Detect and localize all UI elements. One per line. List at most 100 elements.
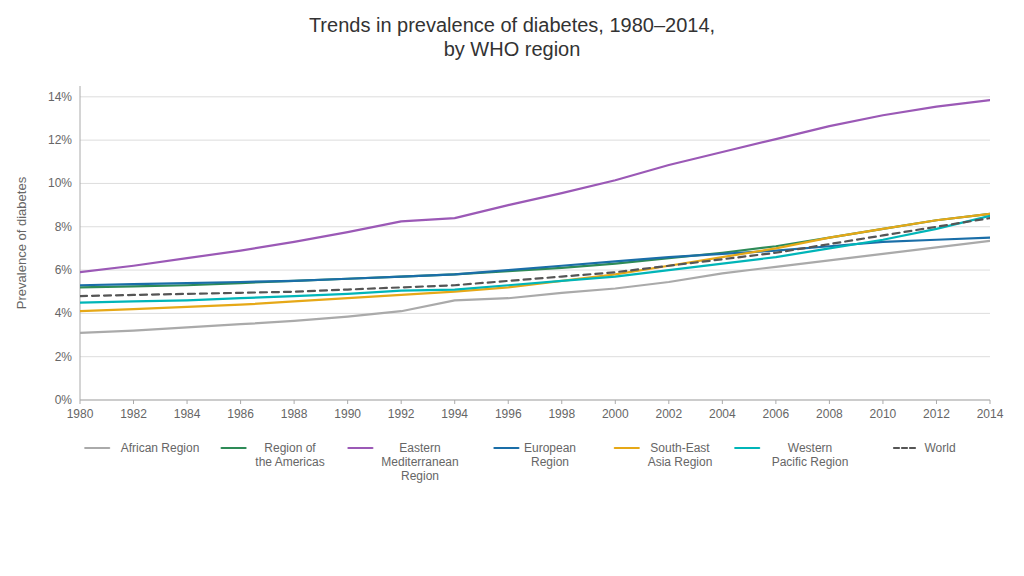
text-line: Pacific Region — [772, 455, 849, 469]
x-tick-label: 2010 — [870, 407, 897, 421]
x-tick-label: 1998 — [548, 407, 575, 421]
text-line: the Americas — [255, 455, 324, 469]
x-tick-label: 1992 — [388, 407, 415, 421]
series-line — [80, 218, 990, 296]
legend-label: African Region — [121, 441, 200, 455]
legend-item: World — [894, 441, 956, 455]
x-tick-label: 1984 — [174, 407, 201, 421]
x-tick-label: 1982 — [120, 407, 147, 421]
x-tick-label: 1990 — [334, 407, 361, 421]
grid-line — [80, 183, 990, 184]
y-tick-label: 6% — [55, 263, 73, 277]
x-tick-label: 2002 — [655, 407, 682, 421]
x-tick-label: 2014 — [977, 407, 1004, 421]
legend-item: South-EastAsia Region — [615, 441, 713, 469]
legend-swatch — [85, 447, 109, 449]
x-tick-label: 1988 — [281, 407, 308, 421]
legend-label: World — [924, 441, 955, 455]
x-tick — [829, 400, 830, 404]
y-tick-label: 12% — [48, 133, 72, 147]
x-tick — [936, 400, 937, 404]
series-line — [80, 214, 990, 288]
text-line: European — [524, 441, 576, 455]
x-tick-label: 2004 — [709, 407, 736, 421]
y-tick-label: 4% — [55, 306, 73, 320]
x-tick-label: 1986 — [227, 407, 254, 421]
legend-item: WesternPacific Region — [735, 441, 848, 469]
x-tick — [990, 400, 991, 404]
chart: Trends in prevalence of diabetes, 1980–2… — [0, 0, 1024, 576]
text-line: by WHO region — [444, 38, 581, 60]
grid-line — [80, 226, 990, 227]
series-line — [80, 216, 990, 303]
y-tick-label: 14% — [48, 90, 72, 104]
text-line: World — [924, 441, 955, 455]
legend-swatch — [494, 447, 518, 449]
text-line: Western — [788, 441, 832, 455]
legend-swatch — [615, 447, 639, 449]
grid-line — [80, 313, 990, 314]
text-line: Region — [401, 469, 439, 483]
legend-label: Region ofthe Americas — [255, 441, 324, 469]
x-tick — [240, 400, 241, 404]
x-tick — [722, 400, 723, 404]
y-tick-label: 0% — [55, 393, 73, 407]
text-line: Region of — [264, 441, 316, 455]
x-tick — [561, 400, 562, 404]
legend-label: South-EastAsia Region — [648, 441, 713, 469]
series-lines — [80, 100, 990, 333]
x-axis-line — [80, 400, 990, 401]
y-tick-label: 8% — [55, 220, 73, 234]
x-tick — [294, 400, 295, 404]
text-line: Region — [531, 455, 569, 469]
legend-label: EasternMediterraneanRegion — [381, 441, 458, 483]
legend-item: EuropeanRegion — [494, 441, 576, 469]
grid-line — [80, 400, 990, 401]
x-tick — [668, 400, 669, 404]
x-tick — [133, 400, 134, 404]
x-tick — [775, 400, 776, 404]
x-tick — [882, 400, 883, 404]
text-line: South-East — [650, 441, 710, 455]
legend-swatch — [894, 447, 918, 449]
x-tick — [615, 400, 616, 404]
x-tick-label: 1996 — [495, 407, 522, 421]
series-line — [80, 100, 990, 272]
grid-line — [80, 96, 990, 97]
x-tick-label: 2012 — [923, 407, 950, 421]
text-line: Trends in prevalence of diabetes, 1980–2… — [309, 14, 715, 36]
text-line: Mediterranean — [381, 455, 458, 469]
x-tick-label: 2000 — [602, 407, 629, 421]
x-tick-label: 2006 — [763, 407, 790, 421]
grid-line — [80, 140, 990, 141]
y-axis-line — [80, 86, 81, 400]
legend-swatch — [735, 447, 759, 449]
title: Trends in prevalence of diabetes, 1980–2… — [309, 14, 715, 60]
y-tick-label: 10% — [48, 176, 72, 190]
x-axis: 1980 1982 1984 1986 1988 1990 1992 1994 1996 1998… — [67, 400, 1004, 421]
x-tick — [347, 400, 348, 404]
y-axis-label: Prevalence of diabetes — [14, 176, 29, 309]
x-tick-label: 1994 — [441, 407, 468, 421]
x-tick — [187, 400, 188, 404]
legend-swatch — [222, 447, 246, 449]
x-tick-label: 1980 — [67, 407, 94, 421]
legend: African Region Region ofthe Americas Easte… — [85, 441, 955, 483]
x-tick — [401, 400, 402, 404]
x-tick-label: 2008 — [816, 407, 843, 421]
text-line: Asia Region — [648, 455, 713, 469]
legend-item: African Region — [85, 441, 199, 455]
legend-swatch — [348, 447, 372, 449]
y-axis: 0% 2% 4% 6% 8% 10% 12% 14% — [48, 86, 80, 407]
grid-line — [80, 356, 990, 357]
legend-label: EuropeanRegion — [524, 441, 576, 469]
y-tick-label: 2% — [55, 350, 73, 364]
x-tick — [508, 400, 509, 404]
grid — [80, 97, 990, 400]
text-line: Eastern — [399, 441, 440, 455]
legend-item: Region ofthe Americas — [222, 441, 325, 469]
x-tick — [454, 400, 455, 404]
series-line — [80, 214, 990, 311]
x-tick — [80, 400, 81, 404]
legend-item: EasternMediterraneanRegion — [348, 441, 458, 483]
